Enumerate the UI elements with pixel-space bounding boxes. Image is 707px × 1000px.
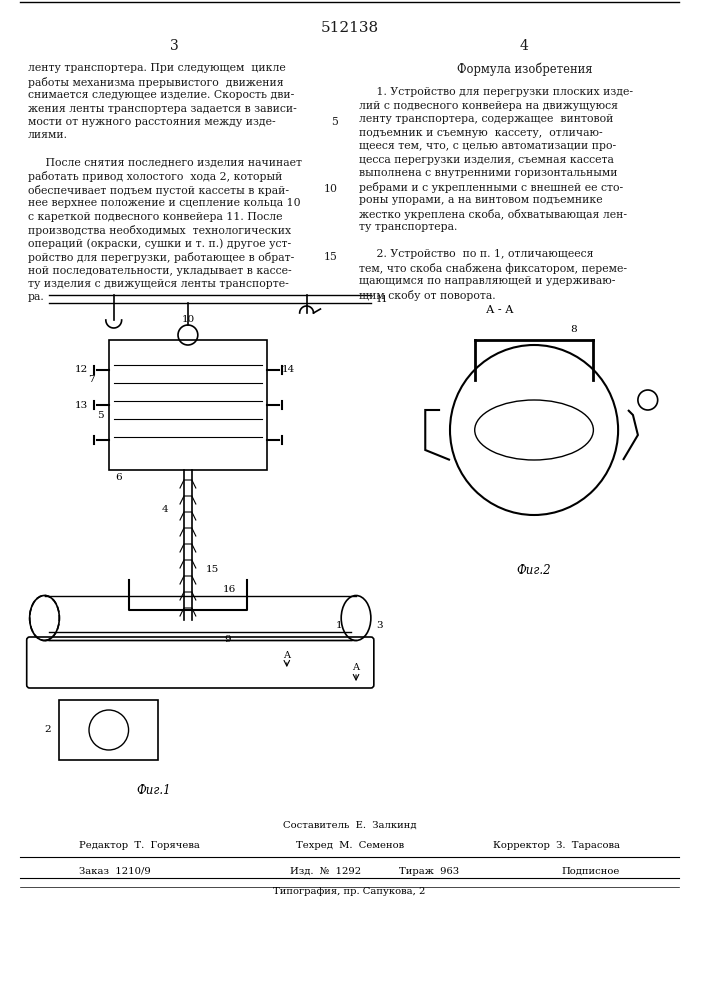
Text: Фиг.2: Фиг.2 — [517, 564, 551, 576]
Text: 15: 15 — [206, 566, 219, 574]
Text: 7: 7 — [88, 375, 94, 384]
Bar — [109, 340, 267, 470]
Text: с кареткой подвесного конвейера 11. После: с кареткой подвесного конвейера 11. Посл… — [28, 212, 282, 222]
Text: 16: 16 — [223, 585, 235, 594]
Text: роны упорами, а на винтовом подъемнике: роны упорами, а на винтовом подъемнике — [359, 195, 603, 205]
Text: 4: 4 — [161, 506, 168, 514]
Text: лиями.: лиями. — [28, 130, 68, 140]
Text: мости от нужного расстояния между изде-: мости от нужного расстояния между изде- — [28, 117, 275, 127]
Text: работы механизма прерывистого  движения: работы механизма прерывистого движения — [28, 77, 284, 88]
Text: снимается следующее изделие. Скорость дви-: снимается следующее изделие. Скорость дв… — [28, 90, 294, 100]
Text: Тираж  963: Тираж 963 — [399, 866, 459, 876]
Text: щающимся по направляющей и удерживаю-: щающимся по направляющей и удерживаю- — [359, 276, 616, 286]
Text: Подписное: Подписное — [562, 866, 620, 876]
Text: Корректор  З.  Тарасова: Корректор З. Тарасова — [493, 842, 620, 850]
Text: 2: 2 — [44, 726, 51, 734]
Text: 10: 10 — [181, 316, 194, 324]
Text: 6: 6 — [115, 474, 122, 483]
Text: обеспечивает подъем пустой кассеты в край-: обеспечивает подъем пустой кассеты в кра… — [28, 184, 288, 196]
Text: 1. Устройство для перегрузки плоских изде-: 1. Устройство для перегрузки плоских изд… — [359, 87, 633, 97]
Text: ту транспортера.: ту транспортера. — [359, 222, 458, 232]
Text: ленту транспортера, содержащее  винтовой: ленту транспортера, содержащее винтовой — [359, 114, 614, 124]
Text: ребрами и с укрепленными с внешней ее сто-: ребрами и с укрепленными с внешней ее ст… — [359, 182, 624, 193]
Text: 512138: 512138 — [320, 21, 379, 35]
Text: 5: 5 — [331, 117, 338, 127]
Text: операций (окраски, сушки и т. п.) другое уст-: операций (окраски, сушки и т. п.) другое… — [28, 238, 291, 249]
Text: 3: 3 — [376, 620, 382, 630]
Text: работать привод холостого  хода 2, который: работать привод холостого хода 2, которы… — [28, 171, 282, 182]
Text: После снятия последнего изделия начинает: После снятия последнего изделия начинает — [28, 157, 302, 167]
Text: Техред  М.  Семенов: Техред М. Семенов — [296, 842, 404, 850]
Text: 12: 12 — [74, 365, 88, 374]
Text: 1: 1 — [337, 620, 343, 630]
Text: Заказ  1210/9: Заказ 1210/9 — [79, 866, 151, 876]
Text: Составитель  Е.  Залкинд: Составитель Е. Залкинд — [283, 820, 416, 830]
Text: А - А: А - А — [486, 305, 513, 315]
Text: жестко укреплена скоба, обхватывающая лен-: жестко укреплена скоба, обхватывающая ле… — [359, 209, 628, 220]
Text: ной последовательности, укладывает в кассе-: ной последовательности, укладывает в кас… — [28, 265, 291, 275]
Text: Типография, пр. Сапукова, 2: Типография, пр. Сапукова, 2 — [274, 886, 426, 896]
Text: 2. Устройство  по п. 1, отличающееся: 2. Устройство по п. 1, отличающееся — [359, 249, 594, 259]
Text: A: A — [353, 664, 360, 672]
Text: производства необходимых  технологических: производства необходимых технологических — [28, 225, 291, 236]
Text: ра.: ра. — [28, 292, 45, 302]
Text: 8: 8 — [571, 326, 577, 334]
Bar — [59, 700, 158, 760]
Text: 3: 3 — [170, 39, 179, 53]
Text: 15: 15 — [324, 252, 338, 262]
Text: Изд.  №  1292: Изд. № 1292 — [291, 866, 361, 876]
Text: Фиг.1: Фиг.1 — [136, 784, 170, 796]
Text: Формула изобретения: Формула изобретения — [457, 63, 592, 77]
Text: ленту транспортера. При следующем  цикле: ленту транспортера. При следующем цикле — [28, 63, 286, 73]
Text: 10: 10 — [324, 184, 338, 194]
Text: Редактор  Т.  Горячева: Редактор Т. Горячева — [79, 842, 200, 850]
Text: 9: 9 — [224, 636, 230, 645]
Text: подъемник и съемную  кассету,  отличаю-: подъемник и съемную кассету, отличаю- — [359, 128, 603, 138]
Text: 5: 5 — [98, 410, 104, 420]
Text: цесса перегрузки изделия, съемная кассета: цесса перегрузки изделия, съемная кассет… — [359, 155, 614, 165]
Text: щееся тем, что, с целью автоматизации про-: щееся тем, что, с целью автоматизации пр… — [359, 141, 617, 151]
Text: ройство для перегрузки, работающее в обрат-: ройство для перегрузки, работающее в обр… — [28, 252, 294, 263]
Text: A: A — [284, 650, 291, 660]
Text: 4: 4 — [520, 39, 529, 53]
Text: 14: 14 — [282, 365, 296, 374]
Text: нее верхнее положение и сцепление кольца 10: нее верхнее положение и сцепление кольца… — [28, 198, 300, 208]
Text: 13: 13 — [74, 400, 88, 410]
Text: 11: 11 — [376, 294, 388, 304]
Text: щим скобу от поворота.: щим скобу от поворота. — [359, 290, 496, 301]
Text: лий с подвесного конвейера на движущуюся: лий с подвесного конвейера на движущуюся — [359, 101, 619, 111]
Text: ту изделия с движущейся ленты транспорте-: ту изделия с движущейся ленты транспорте… — [28, 279, 288, 289]
Text: выполнена с внутренними горизонтальными: выполнена с внутренними горизонтальными — [359, 168, 618, 178]
Text: тем, что скоба снабжена фиксатором, переме-: тем, что скоба снабжена фиксатором, пере… — [359, 263, 628, 274]
Text: жения ленты транспортера задается в зависи-: жения ленты транспортера задается в зави… — [28, 104, 296, 113]
